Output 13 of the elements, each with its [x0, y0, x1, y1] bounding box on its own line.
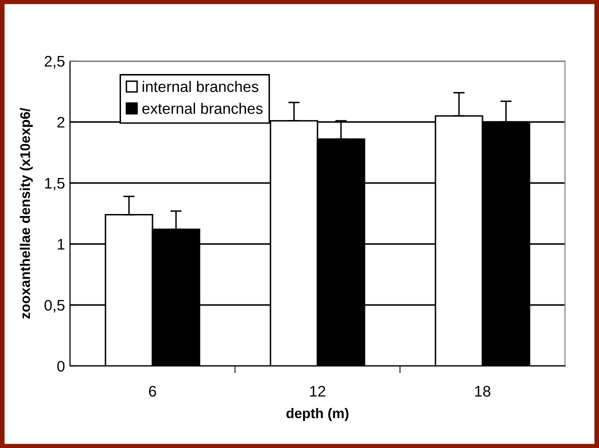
x-tick-label: 6 [149, 386, 156, 397]
y-tick-label: 1,5 [45, 178, 64, 190]
y-tick-label: 2 [57, 116, 64, 128]
legend-label: internal branches [142, 80, 258, 92]
x-tick-label: 12 [310, 386, 326, 397]
y-tick-label: 2,5 [44, 56, 64, 68]
y-axis-title: zooxanthellae density (x10exp6/ [20, 108, 33, 319]
legend-label: external branches [142, 102, 263, 114]
y-tick-label: 1 [58, 239, 64, 250]
y-tick-label: 0,5 [44, 300, 64, 312]
x-tick-label: 18 [475, 386, 490, 397]
x-axis-title: depth (m) [286, 408, 348, 421]
y-tick-label: 0 [57, 360, 65, 372]
